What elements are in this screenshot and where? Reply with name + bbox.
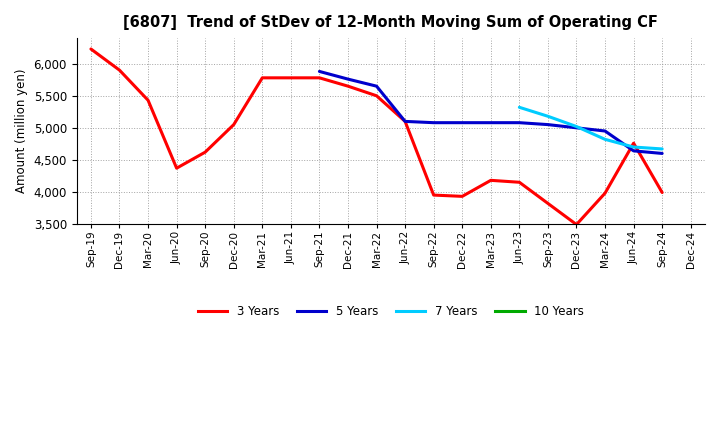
Y-axis label: Amount (million yen): Amount (million yen) bbox=[15, 69, 28, 193]
Legend: 3 Years, 5 Years, 7 Years, 10 Years: 3 Years, 5 Years, 7 Years, 10 Years bbox=[193, 301, 588, 323]
Title: [6807]  Trend of StDev of 12-Month Moving Sum of Operating CF: [6807] Trend of StDev of 12-Month Moving… bbox=[123, 15, 658, 30]
